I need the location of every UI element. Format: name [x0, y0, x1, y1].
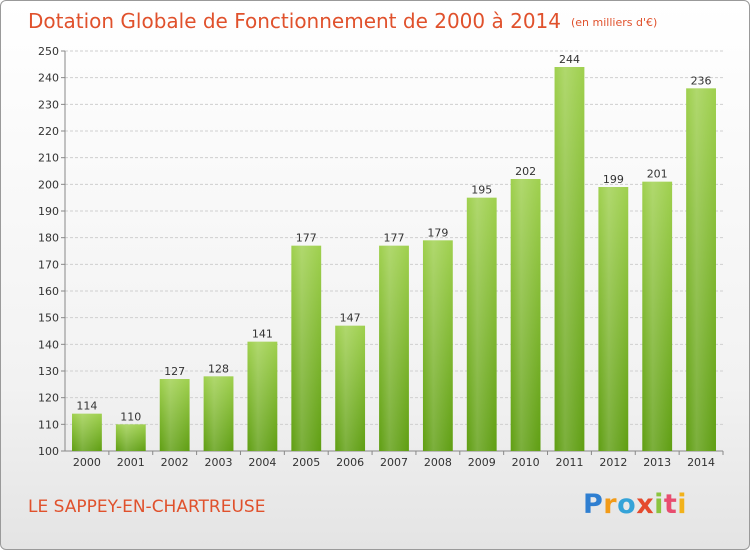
x-tick-label: 2012 [599, 456, 627, 469]
x-tick-label: 2010 [512, 456, 540, 469]
chart-title: Dotation Globale de Fonctionnement de 20… [28, 9, 657, 33]
logo-letter: o [617, 489, 637, 520]
x-tick-label: 2014 [687, 456, 715, 469]
bar-shine [291, 245, 322, 451]
logo-letter: i [677, 489, 688, 520]
x-tick-label: 2009 [468, 456, 496, 469]
logo-letter: t [663, 489, 678, 520]
y-tick-label: 230 [38, 98, 59, 111]
data-label: 177 [384, 232, 405, 245]
unit-label: (en milliers d'€) [571, 16, 658, 29]
x-tick-label: 2002 [161, 456, 189, 469]
bar-shine [554, 67, 585, 451]
x-tick-label: 2011 [555, 456, 583, 469]
data-label: 141 [252, 328, 273, 341]
bar-shine [115, 424, 146, 451]
bar-shine [642, 181, 673, 451]
bar-shine [379, 245, 409, 451]
data-label: 147 [340, 312, 361, 325]
data-label: 201 [647, 168, 668, 181]
bar-shine [335, 325, 366, 451]
data-label: 179 [427, 226, 448, 239]
bar-shine [422, 240, 453, 451]
y-tick-label: 140 [38, 338, 59, 351]
logo-letter: r [603, 489, 618, 520]
y-tick-label: 100 [38, 445, 59, 458]
y-tick-label: 240 [38, 72, 59, 85]
data-label: 110 [120, 410, 141, 423]
data-label: 236 [691, 74, 712, 87]
x-tick-label: 2013 [643, 456, 671, 469]
y-tick-label: 180 [38, 232, 59, 245]
bar-shine [466, 197, 497, 451]
data-label: 199 [603, 173, 624, 186]
bar-shine [72, 413, 102, 451]
bar-shine [159, 379, 190, 451]
data-label: 244 [559, 53, 580, 66]
x-tick-label: 2004 [248, 456, 276, 469]
bar-shine [247, 341, 278, 451]
y-tick-label: 110 [38, 418, 59, 431]
data-label: 195 [471, 184, 492, 197]
bar-shine [203, 376, 234, 451]
x-tick-label: 2000 [73, 456, 101, 469]
y-tick-label: 160 [38, 285, 59, 298]
y-tick-label: 150 [38, 312, 59, 325]
data-label: 202 [515, 165, 536, 178]
bar-shine [598, 187, 629, 451]
data-label: 177 [296, 232, 317, 245]
logo-letter: i [654, 489, 664, 520]
logo-letter: P [583, 489, 604, 520]
y-tick-label: 130 [38, 365, 59, 378]
bar-shine [510, 179, 541, 451]
y-tick-label: 120 [38, 392, 59, 405]
x-tick-label: 2008 [424, 456, 452, 469]
x-tick-label: 2007 [380, 456, 408, 469]
commune-name: LE SAPPEY-EN-CHARTREUSE [28, 497, 266, 517]
y-tick-label: 190 [38, 205, 59, 218]
y-tick-label: 200 [38, 178, 59, 191]
y-tick-label: 170 [38, 258, 59, 271]
data-label: 127 [164, 365, 185, 378]
y-tick-label: 250 [38, 45, 59, 58]
data-label: 114 [76, 400, 97, 413]
x-tick-label: 2003 [205, 456, 233, 469]
x-tick-label: 2001 [117, 456, 145, 469]
y-tick-label: 220 [38, 125, 59, 138]
bar-shine [686, 88, 716, 451]
chart-title-text: Dotation Globale de Fonctionnement de 20… [28, 9, 561, 33]
logo-letter: x [636, 489, 655, 520]
data-label: 128 [208, 362, 229, 375]
proxiti-logo: Proxiti [583, 489, 687, 520]
y-tick-label: 210 [38, 152, 59, 165]
x-tick-label: 2006 [336, 456, 364, 469]
x-tick-label: 2005 [292, 456, 320, 469]
